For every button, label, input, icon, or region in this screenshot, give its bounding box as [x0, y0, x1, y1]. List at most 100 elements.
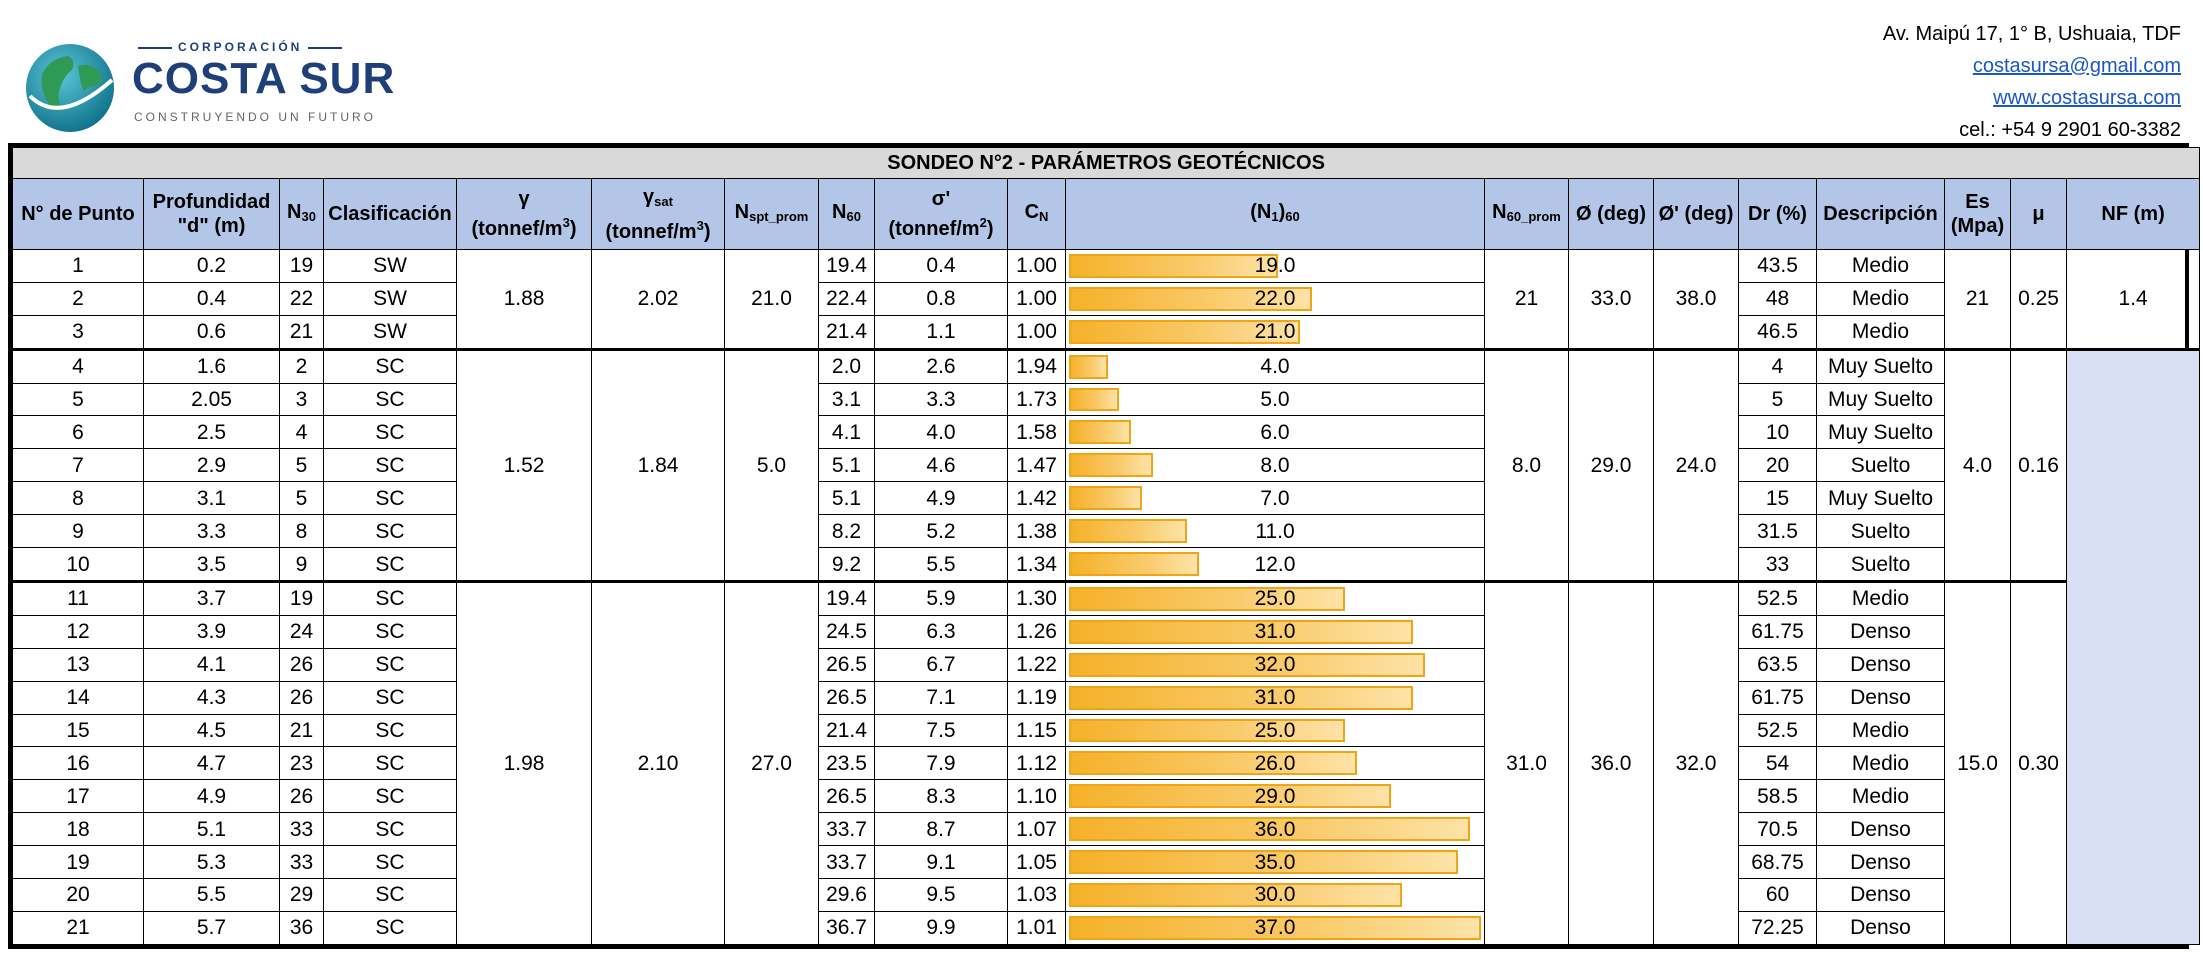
cell-descripcion: Medio	[1816, 249, 1945, 283]
website-link[interactable]: www.costasursa.com	[1993, 87, 2181, 109]
table-row: 18 5.1 33 SC 33.7 8.7 1.07 36.0 70.5 Denso	[12, 812, 2200, 847]
cell-n1-60: 19.0	[1065, 249, 1485, 283]
cell-sigma: 9.9	[874, 910, 1008, 946]
cell-phi-prime: 24.0	[1653, 347, 1739, 582]
cell-punto: 16	[12, 746, 144, 781]
cell-n60: 21.4	[818, 713, 875, 748]
cell-descripcion: Denso	[1816, 812, 1945, 847]
cell-nspt-prom: 5.0	[724, 347, 819, 582]
cell-clasificacion: SC	[323, 382, 457, 417]
cell-nspt-prom: 27.0	[724, 579, 819, 946]
cell-n1-60: 6.0	[1065, 415, 1485, 450]
cell-n60: 33.7	[818, 845, 875, 879]
cell-n1-60: 25.0	[1065, 579, 1485, 616]
cell-cn: 1.05	[1007, 845, 1066, 879]
cell-profundidad: 0.4	[143, 281, 280, 316]
cell-punto: 17	[12, 779, 144, 814]
cell-n30: 5	[279, 448, 324, 483]
n1-60-bar	[1069, 685, 1414, 710]
cell-clasificacion: SC	[323, 812, 457, 847]
cell-punto: 15	[12, 713, 144, 748]
cell-punto: 14	[12, 680, 144, 715]
cell-clasificacion: SC	[323, 877, 457, 912]
cell-n60-prom: 31.0	[1484, 579, 1569, 946]
logo-tagline: CONSTRUYENDO UN FUTURO	[134, 110, 376, 124]
cell-n30: 21	[279, 314, 324, 350]
cell-descripcion: Muy Suelto	[1816, 347, 1945, 384]
col-phi-prime: Ø' (deg)	[1653, 178, 1739, 250]
cell-n30: 9	[279, 547, 324, 582]
table-row: 7 2.9 5 SC 5.1 4.6 1.47 8.0 20 Suelto	[12, 448, 2200, 483]
col-clasificacion: Clasificación	[323, 178, 457, 250]
cell-profundidad: 3.1	[143, 481, 280, 516]
cell-cn: 1.12	[1007, 746, 1066, 781]
cell-n60: 23.5	[818, 746, 875, 781]
n1-60-bar	[1069, 486, 1143, 511]
cell-n30: 26	[279, 779, 324, 814]
n1-60-bar	[1069, 652, 1425, 677]
cell-n60: 26.5	[818, 680, 875, 715]
cell-n30: 24	[279, 614, 324, 649]
cell-cn: 1.00	[1007, 314, 1066, 350]
cell-dr: 33	[1738, 547, 1817, 582]
cell-sigma: 4.6	[874, 448, 1008, 483]
cell-punto: 19	[12, 845, 144, 879]
cell-n30: 8	[279, 514, 324, 549]
cell-es: 4.0	[1944, 347, 2011, 582]
cell-dr: 68.75	[1738, 845, 1817, 879]
cell-punto: 3	[12, 314, 144, 350]
cell-cn: 1.73	[1007, 382, 1066, 417]
cell-cn: 1.19	[1007, 680, 1066, 715]
cell-cn: 1.26	[1007, 614, 1066, 649]
cell-n30: 36	[279, 910, 324, 946]
cell-n1-60: 22.0	[1065, 281, 1485, 316]
cell-n1-60: 29.0	[1065, 779, 1485, 814]
cell-clasificacion: SW	[323, 249, 457, 283]
cell-nf-empty	[2065, 347, 2201, 946]
cell-cn: 1.07	[1007, 812, 1066, 847]
col-dr: Dr (%)	[1738, 178, 1817, 250]
globe-icon	[26, 44, 114, 132]
cell-dr: 61.75	[1738, 614, 1817, 649]
n1-60-bar	[1069, 552, 1199, 576]
cell-cn: 1.03	[1007, 877, 1066, 912]
cell-phi: 29.0	[1568, 347, 1654, 582]
cell-cn: 1.30	[1007, 579, 1066, 616]
n1-60-value: 30.0	[1254, 883, 1296, 907]
table-row: 15 4.5 21 SC 21.4 7.5 1.15 25.0 52.5 Medio	[12, 713, 2200, 748]
table-row: 21 5.7 36 SC 36.7 9.9 1.01 37.0 72.25 Denso	[12, 910, 2200, 946]
email-link[interactable]: costasursa@gmail.com	[1972, 55, 2181, 77]
cell-clasificacion: SC	[323, 547, 457, 582]
cell-n1-60: 25.0	[1065, 713, 1485, 748]
cell-n30: 3	[279, 382, 324, 417]
cell-dr: 72.25	[1738, 910, 1817, 946]
cell-sigma: 4.9	[874, 481, 1008, 516]
table-row: 12 3.9 24 SC 24.5 6.3 1.26 31.0 61.75 Denso	[12, 614, 2200, 649]
cell-profundidad: 4.5	[143, 713, 280, 748]
n1-60-value: 35.0	[1254, 850, 1296, 874]
col-nf: NF (m)	[2065, 178, 2201, 250]
n1-60-value: 31.0	[1254, 686, 1296, 710]
cell-n60: 22.4	[818, 281, 875, 316]
cell-sigma: 6.3	[874, 614, 1008, 649]
n1-60-value: 12.0	[1254, 552, 1296, 576]
table-row: 2 0.4 22 SW 22.4 0.8 1.00 22.0 48 Medio	[12, 281, 2200, 316]
cell-sigma: 8.3	[874, 779, 1008, 814]
cell-n1-60: 4.0	[1065, 347, 1485, 384]
col-profundidad: Profundidad "d" (m)	[143, 178, 280, 250]
cell-cn: 1.42	[1007, 481, 1066, 516]
cell-n1-60: 12.0	[1065, 547, 1485, 582]
cell-n60: 9.2	[818, 547, 875, 582]
cell-sigma: 3.3	[874, 382, 1008, 417]
phone-text: cel.: +54 9 2901 60-3382	[1959, 119, 2181, 141]
cell-sigma: 7.5	[874, 713, 1008, 748]
n1-60-bar	[1069, 586, 1346, 611]
table-row: 17 4.9 26 SC 26.5 8.3 1.10 29.0 58.5 Medio	[12, 779, 2200, 814]
col-gamma: γ (tonnef/m3)	[456, 178, 592, 250]
cell-n1-60: 5.0	[1065, 382, 1485, 417]
cell-clasificacion: SC	[323, 579, 457, 616]
n1-60-value: 29.0	[1254, 784, 1296, 808]
cell-sigma: 5.5	[874, 547, 1008, 582]
cell-dr: 43.5	[1738, 249, 1817, 283]
cell-n30: 5	[279, 481, 324, 516]
